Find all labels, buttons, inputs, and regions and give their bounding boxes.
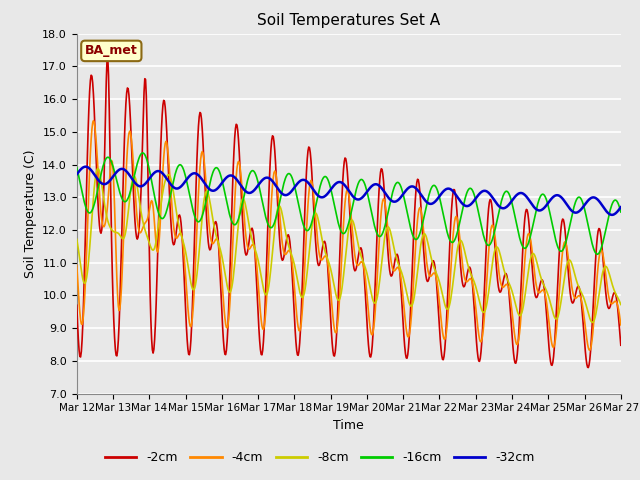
X-axis label: Time: Time	[333, 419, 364, 432]
Title: Soil Temperatures Set A: Soil Temperatures Set A	[257, 13, 440, 28]
Text: BA_met: BA_met	[85, 44, 138, 58]
Y-axis label: Soil Temperature (C): Soil Temperature (C)	[24, 149, 36, 278]
Legend: -2cm, -4cm, -8cm, -16cm, -32cm: -2cm, -4cm, -8cm, -16cm, -32cm	[100, 446, 540, 469]
